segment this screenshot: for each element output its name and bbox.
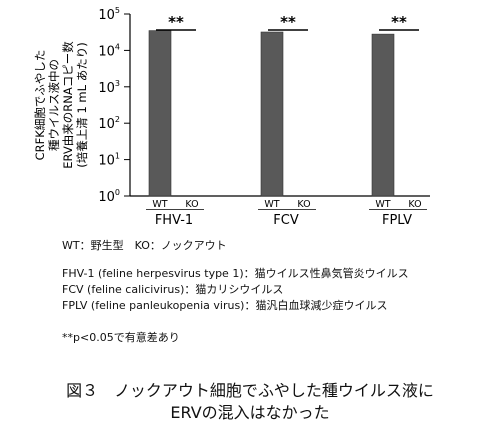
bar-wt [371, 33, 395, 197]
y-axis-label-line: CRFK細胞でふやした [33, 50, 47, 161]
bars [148, 30, 395, 197]
bar-wt [260, 31, 284, 197]
y-tick-label: 104 [98, 42, 120, 59]
x-subcategory-label: KO [297, 199, 310, 210]
significance-stars: ** [280, 13, 296, 31]
genotype-legend: WT：野生型 KO：ノックアウト [62, 239, 227, 252]
x-subcategory-label: WT [375, 199, 390, 210]
y-axis-label-line: ERV由来のRNAコピー数 [61, 41, 75, 169]
y-tick-label: 103 [98, 79, 120, 96]
x-category-label: FCV [273, 213, 299, 228]
significance-marks: ** ** ** [156, 13, 419, 31]
significance-stars: ** [391, 13, 407, 31]
x-category-label: FHV-1 [155, 213, 193, 228]
bar-wt [148, 30, 172, 197]
y-axis-ticks: 100 101 102 103 104 105 [98, 6, 130, 205]
x-category-label: FPLV [382, 213, 412, 228]
y-axis-label: CRFK細胞でふやした 種ウイルス液中の ERV由来のRNAコピー数 (培養上清 1 … [33, 41, 89, 169]
x-subcategory-label: KO [185, 199, 198, 210]
y-axis-label-line: 種ウイルス液中の [47, 59, 61, 151]
x-subcategory-label: WT [152, 199, 167, 210]
x-subcategory-label: WT [264, 199, 279, 210]
y-tick-label: 101 [98, 152, 120, 169]
y-tick-label: 100 [98, 188, 120, 205]
virus-legend-fcv: FCV (feline calicivirus)：猫カリシウイルス [62, 283, 284, 296]
x-axis-labels: WT KO FHV-1 WT KO FCV WT KO FPLV [146, 199, 427, 228]
bar-chart: CRFK細胞でふやした 種ウイルス液中の ERV由来のRNAコピー数 (培養上清 1 … [33, 6, 430, 228]
significance-note: **p<0.05で有意差あり [62, 331, 180, 344]
virus-legend-fhv: FHV-1 (feline herpesvirus type 1)：猫ウイルス性… [62, 267, 409, 280]
figure-caption-line-2: ERVの混入はなかった [170, 403, 330, 422]
significance-stars: ** [168, 13, 184, 31]
x-subcategory-label: KO [408, 199, 421, 210]
y-tick-label: 105 [98, 6, 120, 23]
figure-caption-line-1: 図３ ノックアウト細胞でふやした種ウイルス液に [66, 381, 434, 400]
virus-legend-fplv: FPLV (feline panleukopenia virus)：猫汎白血球減… [62, 299, 388, 312]
y-tick-label: 102 [98, 115, 120, 132]
virus-legend: FHV-1 (feline herpesvirus type 1)：猫ウイルス性… [62, 266, 409, 314]
y-axis-label-line: (培養上清 1 mL あたり) [75, 42, 89, 167]
